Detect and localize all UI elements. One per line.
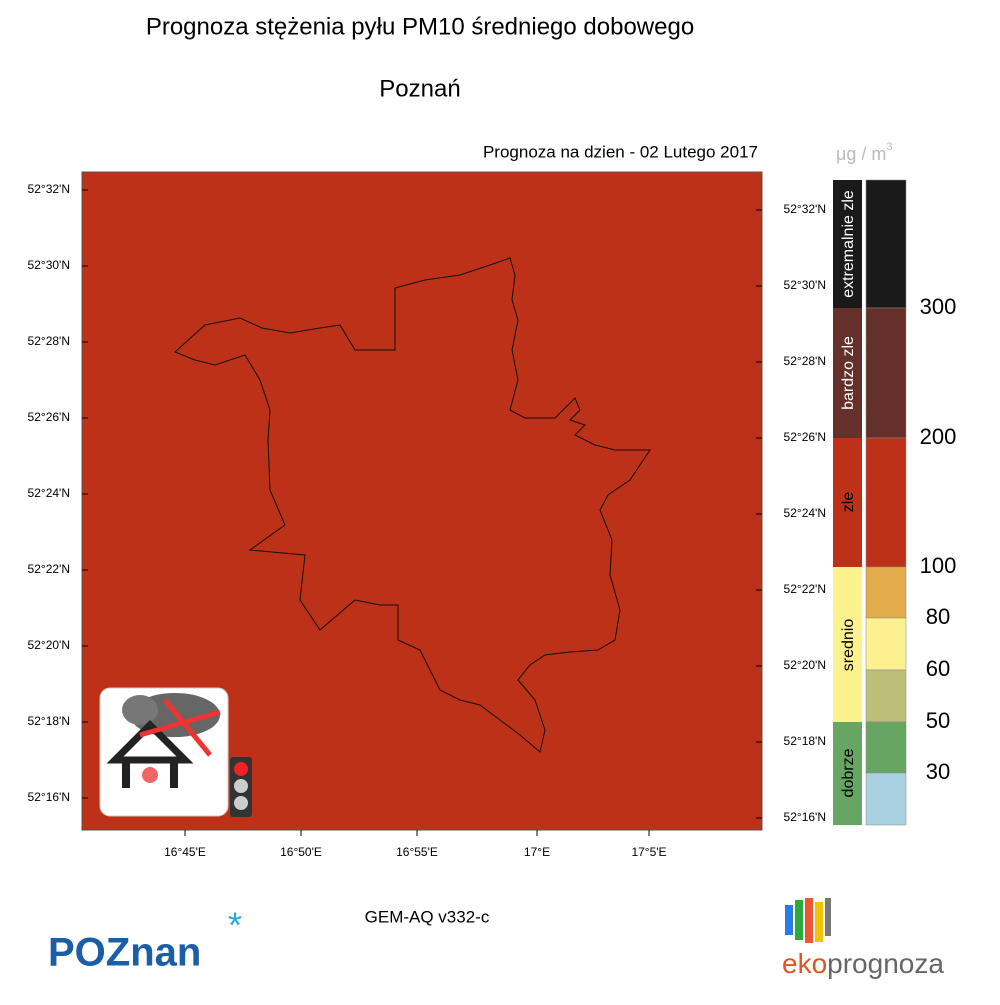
- poznan-logo: POZnan *: [48, 905, 242, 975]
- lat-label-left: 52°28'N: [28, 334, 70, 348]
- smog-icon: [99, 687, 252, 817]
- lat-label-left: 52°20'N: [28, 638, 70, 652]
- unit: μg / m3: [836, 141, 893, 164]
- unit-exp: 3: [886, 141, 892, 153]
- lat-label-right: 52°18'N: [784, 734, 826, 748]
- forecast-date: Prognoza na dzien - 02 Lutego 2017: [483, 142, 758, 161]
- city: Poznań: [379, 75, 460, 102]
- title: Prognoza stężenia pyłu PM10 średniego do…: [146, 13, 694, 40]
- lat-label-left: 52°32'N: [28, 182, 70, 196]
- legend-threshold: 50: [926, 708, 950, 733]
- lon-label: 17°5'E: [631, 845, 666, 859]
- legend-threshold: 60: [926, 656, 950, 681]
- lat-label-right: 52°26'N: [784, 430, 826, 444]
- legend-threshold: 100: [920, 553, 957, 578]
- lat-label-right: 52°22'N: [784, 582, 826, 596]
- logo-ekoprognoza: ekoprognoza: [782, 948, 944, 979]
- model-name: GEM-AQ v332-c: [365, 907, 490, 926]
- legend-threshold: 300: [920, 294, 957, 319]
- legend-category: dobrze: [840, 748, 857, 797]
- logo-poznan: POZnan: [48, 931, 201, 975]
- lat-label-right: 52°16'N: [784, 810, 826, 824]
- lat-label-right: 52°28'N: [784, 354, 826, 368]
- lat-label-left: 52°16'N: [28, 790, 70, 804]
- city-boundary: [174, 257, 651, 753]
- legend-threshold: 200: [920, 424, 957, 449]
- lat-label-left: 52°30'N: [28, 258, 70, 272]
- legend-threshold: 80: [926, 604, 950, 629]
- lat-label-right: 52°20'N: [784, 658, 826, 672]
- legend-left: [833, 180, 862, 825]
- lat-label-left: 52°24'N: [28, 486, 70, 500]
- legend-category: srednio: [840, 619, 857, 672]
- lat-label-left: 52°22'N: [28, 562, 70, 576]
- lon-label: 16°50'E: [280, 845, 322, 859]
- legend-right: [865, 179, 907, 826]
- lon-label: 17°E: [524, 845, 550, 859]
- logo-eko: eko: [782, 948, 827, 979]
- lat-label-left: 52°18'N: [28, 714, 70, 728]
- ekoprognoza-logo: ekoprognoza: [782, 898, 944, 979]
- lat-label-right: 52°32'N: [784, 202, 826, 216]
- lon-label: 16°55'E: [396, 845, 438, 859]
- lat-label-right: 52°24'N: [784, 506, 826, 520]
- unit-text: μg / m: [836, 144, 886, 164]
- lat-label-right: 52°30'N: [784, 278, 826, 292]
- logo-star: *: [228, 905, 242, 946]
- lat-label-left: 52°26'N: [28, 410, 70, 424]
- logo-prognoza: prognoza: [827, 948, 944, 979]
- lon-label: 16°45'E: [164, 845, 206, 859]
- legend-threshold: 30: [926, 759, 950, 784]
- legend-category: extremalnie zle: [840, 190, 857, 298]
- legend-category: zle: [840, 492, 857, 513]
- legend-category: bardzo zle: [840, 336, 857, 410]
